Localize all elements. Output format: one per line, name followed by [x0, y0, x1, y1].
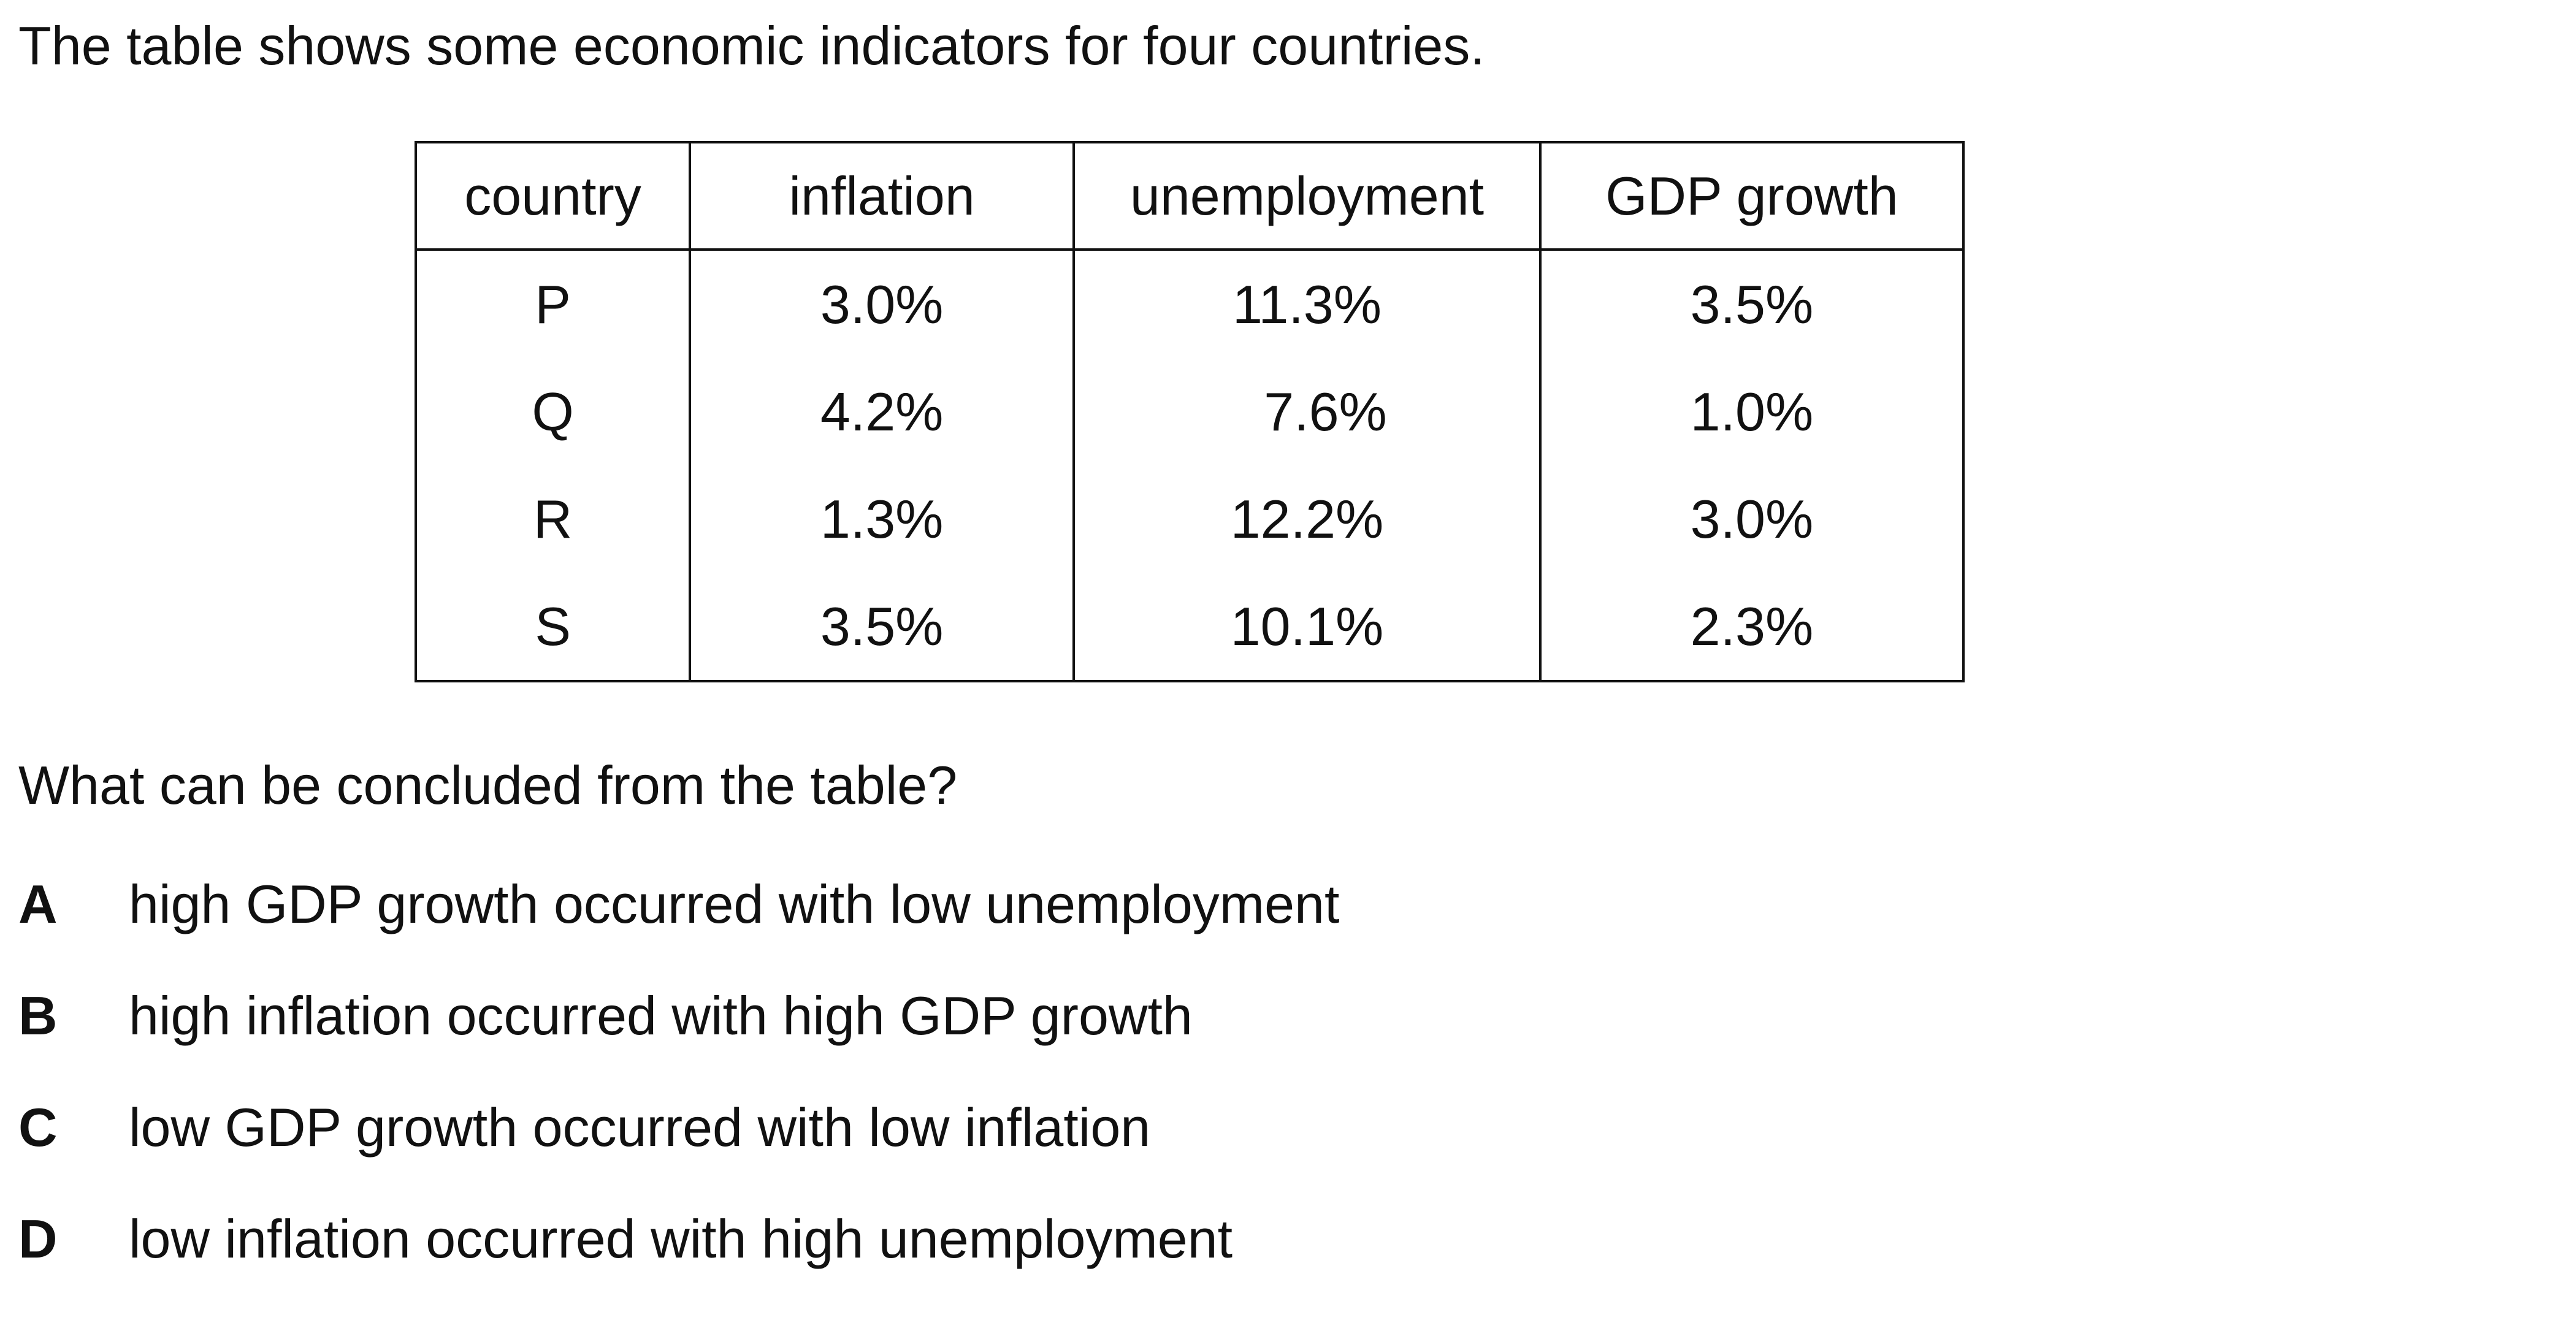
- option-letter: C: [18, 1097, 58, 1158]
- inflation-cell: 3.5%: [689, 573, 1076, 682]
- gdp-growth-cell: 3.0%: [1538, 465, 1965, 573]
- table-row: S 3.5% 10.1% 2.3%: [414, 573, 1965, 682]
- table-row: Q 4.2% 7.6% 1.0%: [414, 358, 1965, 465]
- option-text: high inflation occurred with high GDP gr…: [129, 985, 1193, 1046]
- inflation-cell: 1.3%: [689, 465, 1076, 573]
- country-cell: P: [414, 250, 692, 358]
- inflation-cell: 3.0%: [689, 250, 1076, 358]
- option-letter: B: [18, 985, 58, 1046]
- option-c[interactable]: C low GDP growth occurred with low infla…: [18, 1094, 1339, 1205]
- unemployment-cell: 12.2%: [1072, 465, 1542, 573]
- unemployment-cell: 11.3%: [1072, 250, 1542, 358]
- option-text: low GDP growth occurred with low inflati…: [129, 1097, 1151, 1158]
- header-gdp-growth: GDP growth: [1538, 141, 1965, 251]
- inflation-cell: 4.2%: [689, 358, 1076, 465]
- gdp-growth-cell: 1.0%: [1538, 358, 1965, 465]
- option-b[interactable]: B high inflation occurred with high GDP …: [18, 982, 1339, 1094]
- header-inflation: inflation: [689, 141, 1076, 251]
- table-header-row: country inflation unemployment GDP growt…: [414, 141, 1965, 251]
- option-d[interactable]: D low inflation occurred with high unemp…: [18, 1205, 1339, 1317]
- intro-text: The table shows some economic indicators…: [18, 15, 1485, 76]
- option-letter: A: [18, 874, 58, 934]
- gdp-growth-cell: 3.5%: [1538, 250, 1965, 358]
- option-text: high GDP growth occurred with low unempl…: [129, 874, 1340, 934]
- country-cell: R: [414, 465, 692, 573]
- table-row: R 1.3% 12.2% 3.0%: [414, 465, 1965, 573]
- question-text: What can be concluded from the table?: [18, 755, 958, 815]
- header-country: country: [414, 141, 692, 251]
- answer-options: A high GDP growth occurred with low unem…: [18, 871, 1339, 1317]
- unemployment-cell: 10.1%: [1072, 573, 1542, 682]
- country-cell: Q: [414, 358, 692, 465]
- table-row: P 3.0% 11.3% 3.5%: [414, 250, 1965, 358]
- gdp-growth-cell: 2.3%: [1538, 573, 1965, 682]
- option-a[interactable]: A high GDP growth occurred with low unem…: [18, 871, 1339, 982]
- country-cell: S: [414, 573, 692, 682]
- option-letter: D: [18, 1208, 58, 1269]
- option-text: low inflation occurred with high unemplo…: [129, 1208, 1233, 1269]
- indicators-table: country inflation unemployment GDP growt…: [414, 141, 1965, 682]
- header-unemployment: unemployment: [1072, 141, 1542, 251]
- unemployment-cell: 7.6%: [1072, 358, 1542, 465]
